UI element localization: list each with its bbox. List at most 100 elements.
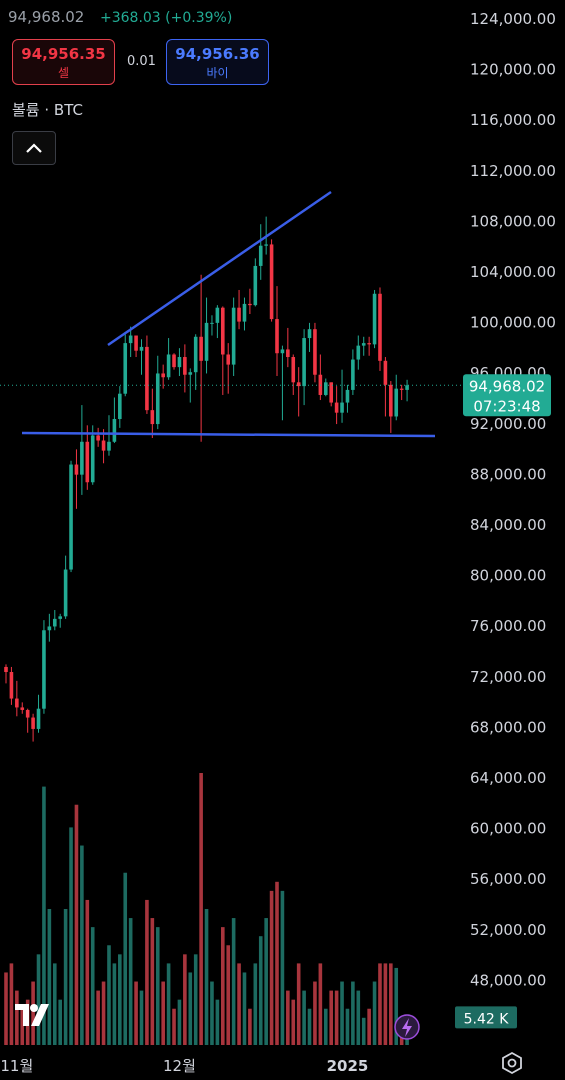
candle-body	[36, 708, 41, 729]
sell-label: 셀	[57, 66, 70, 80]
volume-badge	[455, 1006, 517, 1029]
volume-bar	[258, 936, 263, 1045]
candle-body	[166, 354, 171, 378]
price-badge	[463, 374, 551, 417]
volume-bar	[63, 909, 68, 1045]
volume-bar	[58, 999, 62, 1045]
volume-bar	[20, 1008, 25, 1045]
volume-bar	[323, 1008, 328, 1045]
collapse-button[interactable]	[12, 131, 56, 165]
candle-body	[248, 303, 252, 306]
volume-bar	[112, 963, 117, 1045]
tv-logo	[15, 1004, 49, 1026]
support-line[interactable]	[21, 431, 436, 438]
y-tick-label: 108,000.00	[470, 212, 556, 230]
candle-body	[69, 464, 73, 570]
lightning-button[interactable]	[394, 1014, 420, 1040]
buy-button[interactable]: 94,956.36 바이	[166, 39, 269, 85]
volume-bar	[345, 1008, 350, 1045]
volume-bar	[188, 972, 193, 1045]
volume-bar	[9, 963, 14, 1045]
y-tick-label: 72,000.00	[470, 668, 546, 686]
x-tick-label: 11월	[0, 1057, 33, 1075]
sell-price: 94,956.35	[21, 45, 106, 63]
volume-bar	[378, 963, 382, 1045]
buy-label: 바이	[206, 66, 229, 80]
volume-bar	[248, 1008, 252, 1045]
volume-bar	[302, 990, 306, 1045]
volume-bar	[210, 981, 214, 1045]
volume-bar	[150, 918, 155, 1045]
volume-bar	[291, 999, 296, 1045]
candle-body	[302, 338, 306, 387]
volume-bar	[313, 981, 317, 1045]
countdown-label: 07:23:48	[473, 397, 540, 415]
candle-body	[210, 322, 214, 324]
candle-body	[399, 388, 404, 390]
candle-body	[52, 618, 57, 627]
volume-bar	[145, 899, 149, 1045]
volume-bar	[226, 945, 231, 1045]
price-change: +368.03 (+0.39%)	[100, 10, 233, 26]
candle-body	[378, 293, 382, 361]
volume-bar	[383, 963, 388, 1045]
volume-pane	[4, 773, 409, 1045]
candle-body	[161, 373, 165, 378]
candle-body	[139, 346, 144, 351]
last-price: 94,968.02	[8, 8, 85, 26]
volume-bar	[183, 954, 187, 1045]
volume-bar	[242, 972, 247, 1045]
candle-body	[58, 616, 62, 619]
candle-body	[155, 373, 160, 425]
candle-body	[9, 672, 14, 699]
y-tick-label: 92,000.00	[470, 415, 546, 433]
volume-bar	[231, 918, 236, 1045]
candle-body	[286, 349, 290, 358]
trendline[interactable]	[107, 190, 332, 347]
candle-body	[361, 343, 366, 346]
volume-bar	[280, 890, 285, 1045]
price-axis: 124,000.00 120,000.00 116,000.00 112,000.00…	[463, 10, 556, 989]
volume-bar	[172, 1008, 176, 1045]
y-tick-label: 84,000.00	[470, 516, 546, 534]
sell-button[interactable]: 94,956.35 셀	[12, 39, 115, 85]
candle-body	[90, 435, 95, 483]
volume-bar	[101, 981, 106, 1045]
candle-body	[177, 357, 182, 368]
volume-bar	[166, 963, 171, 1045]
candle-body	[96, 435, 100, 441]
volume-bar	[204, 909, 209, 1045]
volume-bar	[237, 963, 241, 1045]
candle-body	[193, 336, 198, 373]
candle-body	[329, 382, 333, 403]
volume-bar	[134, 981, 138, 1045]
volume-bar	[161, 981, 165, 1045]
volume-bar	[31, 981, 35, 1045]
volume-bar	[128, 918, 133, 1045]
candle-body	[351, 359, 355, 390]
candle-body	[183, 357, 187, 375]
candle-body	[31, 717, 35, 729]
candle-body	[199, 336, 203, 361]
volume-bar	[139, 990, 144, 1045]
y-tick-label: 52,000.00	[470, 921, 546, 939]
volume-bar	[275, 881, 279, 1045]
candle-body	[15, 698, 19, 708]
volume-bar	[264, 918, 268, 1045]
settings-button[interactable]	[502, 1051, 522, 1075]
candle-body	[4, 666, 8, 673]
candle-body	[291, 357, 296, 383]
volume-bar	[36, 954, 41, 1045]
volume-bar	[334, 990, 339, 1045]
candle-body	[280, 349, 285, 354]
volume-bar	[96, 990, 100, 1045]
y-tick-label: 112,000.00	[470, 162, 556, 180]
candle-body	[42, 630, 46, 709]
candle-body	[372, 293, 377, 345]
chevron-icon	[26, 143, 42, 153]
buy-price: 94,956.36	[175, 45, 260, 63]
candle-body	[242, 303, 247, 322]
volume-bar	[52, 963, 57, 1045]
volume-bar	[215, 999, 220, 1045]
volume-bar	[4, 972, 8, 1045]
